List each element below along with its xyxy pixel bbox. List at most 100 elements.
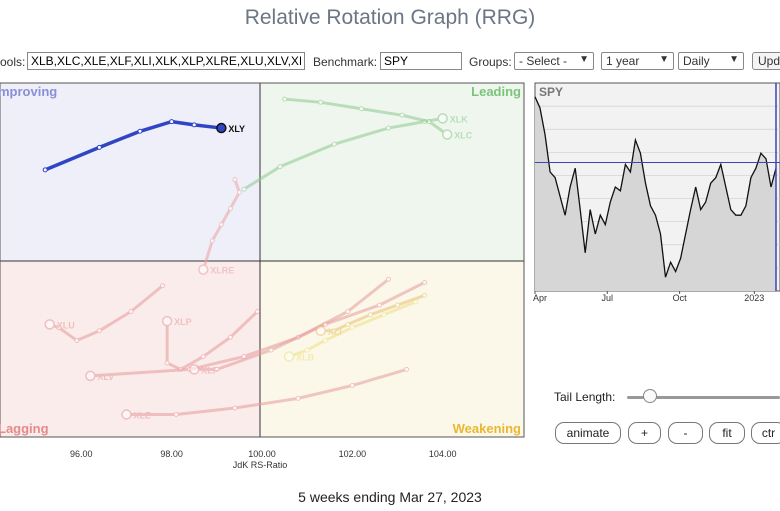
tail-xle[interactable]: XLE (121, 366, 410, 420)
tail-point (209, 238, 215, 244)
symbols-label: ools: (0, 55, 26, 69)
leading-quadrant (260, 83, 524, 261)
tail-xlf[interactable]: XLF (188, 280, 428, 376)
lagging-quadrant (0, 261, 260, 437)
period-select[interactable]: 1 year ▼ (601, 52, 674, 70)
tail-point (345, 308, 351, 314)
tail-xli[interactable]: XLI (315, 292, 428, 337)
x-tick-label: 102.00 (339, 449, 367, 459)
update-button[interactable]: Upd (752, 52, 780, 70)
tail-point (96, 328, 102, 334)
tail-xlp[interactable]: XLP (161, 308, 260, 372)
symbols-input[interactable] (27, 52, 305, 70)
tail-label: XLY (228, 124, 245, 134)
tail-point (56, 325, 62, 331)
spy-chart: SPY Apr Jul Oct 2023 (533, 82, 780, 303)
groups-select[interactable]: - Select - ▼ (514, 52, 594, 70)
tail-point (282, 96, 288, 102)
tail-point (322, 337, 328, 343)
spy-x-tick-label: Apr (533, 293, 547, 303)
tail-point (137, 128, 143, 134)
spy-x-ticks: Apr Jul Oct 2023 (533, 291, 764, 303)
tail-point (96, 144, 102, 150)
tail-head-point[interactable] (315, 325, 326, 337)
tail-head-point[interactable] (198, 264, 209, 275)
tail-head-point[interactable] (437, 113, 448, 124)
rrg-chart[interactable]: mproving Leading Lagging Weakening XLYXL… (0, 82, 525, 470)
tail-line (43, 119, 224, 172)
tail-point (304, 347, 310, 353)
tail-xlv[interactable]: XLV (85, 276, 391, 382)
spy-x-tick-label: Oct (673, 293, 688, 303)
zoom-out-button[interactable]: - (668, 422, 703, 444)
tail-head-point[interactable] (121, 409, 132, 420)
tail-point (385, 125, 391, 131)
tail-length-slider[interactable] (627, 396, 780, 399)
toolbar: ools: Benchmark: Groups: - Select - ▼ 1 y… (0, 52, 780, 72)
x-tick-label: 96.00 (70, 449, 93, 459)
tail-point (426, 119, 432, 125)
x-tick-label: 98.00 (160, 449, 183, 459)
tail-line (287, 300, 418, 359)
frequency-select-value: Daily (683, 54, 710, 68)
fit-button[interactable]: fit (709, 422, 745, 444)
tail-head-point[interactable] (188, 364, 200, 375)
x-axis-label: JdK RS-Ratio (233, 460, 288, 470)
tail-point (254, 308, 260, 314)
tail-head-point[interactable] (85, 370, 96, 382)
tail-head-point[interactable] (161, 315, 173, 327)
tail-line (192, 281, 427, 371)
tail-point (395, 302, 401, 308)
tail-point (227, 334, 233, 340)
improving-quadrant (0, 83, 260, 261)
groups-select-value: - Select - (519, 54, 568, 68)
spy-price-line (534, 96, 777, 278)
tail-line (88, 277, 390, 378)
tail-line (124, 367, 409, 416)
tail-point (345, 321, 351, 327)
tail-xlc[interactable]: XLC (282, 96, 473, 140)
x-tick-label: 104.00 (429, 449, 457, 459)
tail-length-label: Tail Length: (554, 390, 616, 404)
tail-length-slider-knob[interactable] (642, 389, 657, 403)
tail-head-point[interactable] (216, 122, 227, 134)
tail-head-point[interactable] (441, 129, 453, 140)
tail-point (160, 283, 166, 289)
tail-head-point[interactable] (283, 351, 295, 362)
tail-point (349, 325, 355, 331)
tail-point (376, 302, 382, 308)
tail-point (277, 164, 283, 170)
tail-label: XLE (133, 410, 151, 420)
tail-head-point[interactable] (44, 319, 55, 330)
tail-xlu[interactable]: XLU (44, 283, 166, 343)
rrg-tails: XLY XLK XLC XLRE XLU XLP XLV XLF XLE XLI XLB (42, 96, 473, 420)
chevron-down-icon: ▼ (729, 54, 739, 65)
benchmark-label: Benchmark: (313, 55, 378, 69)
tail-xlre[interactable]: XLRE (198, 177, 242, 276)
frequency-select[interactable]: Daily ▼ (678, 52, 744, 70)
tail-xlb[interactable]: XLB (283, 299, 419, 363)
tail-xly[interactable]: XLY (42, 119, 245, 173)
weakening-quadrant (260, 261, 524, 437)
spy-title: SPY (539, 85, 563, 99)
rrg-x-ticks: 96.00 98.00 100.00 102.00 104.00 (70, 449, 456, 459)
spy-x-tick-label: 2023 (744, 293, 764, 303)
benchmark-input[interactable] (380, 52, 462, 70)
tail-point (385, 276, 391, 282)
tail-label: XLV (97, 372, 114, 382)
tail-point (218, 222, 224, 228)
tail-point (404, 366, 410, 372)
animate-button[interactable]: animate (555, 422, 621, 444)
page-title: Relative Rotation Graph (RRG) (244, 6, 536, 29)
tail-point (173, 411, 179, 417)
lagging-label: Lagging (0, 421, 49, 436)
tail-label: XLC (454, 130, 473, 140)
zoom-in-button[interactable]: + (628, 422, 661, 444)
center-button[interactable]: ctr (751, 422, 780, 444)
tail-point (232, 405, 238, 411)
tail-label: XLU (57, 320, 75, 330)
chevron-down-icon: ▼ (579, 54, 589, 65)
date-range-footer: 5 weeks ending Mar 27, 2023 (298, 489, 482, 505)
tail-label: XLP (174, 317, 192, 327)
rrg-frame (0, 82, 525, 438)
